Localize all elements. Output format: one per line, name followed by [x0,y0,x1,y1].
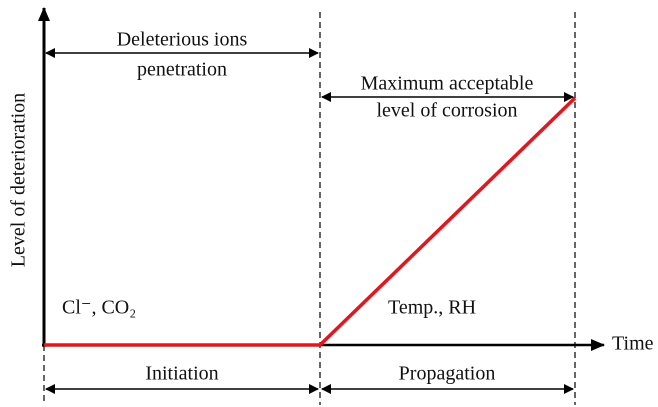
span-arrows [45,48,574,394]
span-label: level of corrosion [376,100,517,122]
phase-label: Initiation [145,363,218,385]
y-axis-label: Level of deterioration [8,93,30,267]
phase-factor: Cl⁻, CO₂ [62,297,136,319]
span-label: Maximum acceptable [361,73,534,95]
guide-lines [43,12,576,405]
deterioration-curve [44,96,577,347]
span-label: penetration [137,59,227,81]
phase-label: Propagation [399,363,496,385]
x-axis-label: Time [612,333,654,355]
span-label: Deleterious ions [117,29,248,51]
phase-factor: Temp., RH [388,297,476,319]
